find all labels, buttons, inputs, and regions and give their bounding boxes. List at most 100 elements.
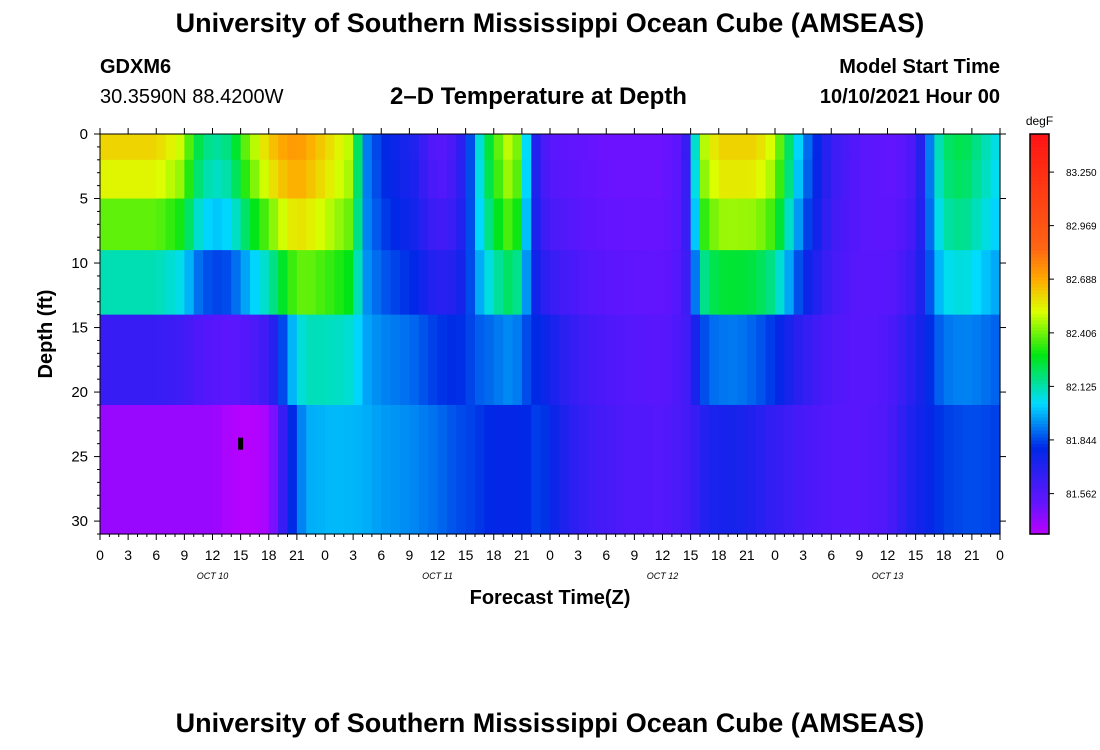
colorbar-segment: [1030, 137, 1049, 142]
heatmap-cell: [400, 404, 410, 535]
heatmap-cell: [568, 159, 579, 200]
colorbar-segment: [1030, 354, 1049, 358]
heatmap-cell: [446, 404, 457, 535]
heatmap-cell: [887, 198, 898, 251]
heatmap-cell: [493, 404, 504, 535]
heatmap-cell: [268, 198, 279, 251]
colorbar-segment: [1030, 257, 1049, 262]
heatmap-cell: [587, 198, 598, 251]
heatmap-cell: [859, 404, 870, 535]
heatmap-cell: [550, 159, 560, 200]
heatmap-cell: [296, 314, 307, 406]
colorbar-segment: [1030, 387, 1049, 392]
heatmap-cell: [915, 134, 926, 161]
heatmap-cell: [728, 404, 739, 535]
heatmap-cell: [718, 250, 729, 316]
heatmap-cell: [578, 198, 589, 251]
colorbar-segment: [1030, 367, 1049, 372]
heatmap-cell: [653, 159, 664, 200]
heatmap-cell: [268, 404, 279, 535]
heatmap-cell: [943, 314, 954, 406]
heatmap-cell: [934, 159, 945, 200]
heatmap-cell: [690, 159, 701, 200]
colorbar-segment: [1030, 440, 1049, 445]
heatmap-cell: [540, 159, 551, 200]
heatmap-cell: [512, 250, 523, 316]
heatmap-cell: [475, 134, 485, 161]
heatmap-cell: [175, 134, 185, 161]
heatmap-cell: [100, 314, 110, 406]
heatmap-cell: [868, 250, 879, 316]
heatmap-cell: [109, 198, 120, 251]
x-tick-label: 0: [321, 547, 329, 563]
x-tick-label: 15: [908, 547, 924, 563]
heatmap-cell: [690, 250, 701, 316]
heatmap-cell: [859, 134, 870, 161]
heatmap-cell: [746, 314, 757, 406]
heatmap-cell: [821, 404, 832, 535]
heatmap-cell: [109, 159, 120, 200]
heatmap-cell: [193, 314, 204, 406]
heatmap-cell: [784, 314, 795, 406]
heatmap-cell: [550, 314, 560, 406]
heatmap-cell: [165, 134, 176, 161]
colorbar-segment: [1030, 140, 1049, 145]
heatmap-cell: [878, 159, 889, 200]
heatmap-cell: [953, 314, 964, 406]
colorbar-segment: [1030, 450, 1049, 455]
heatmap-cell: [118, 404, 129, 535]
heatmap-cell: [268, 314, 279, 406]
heatmap-cell: [362, 159, 373, 200]
colorbar-segment: [1030, 270, 1049, 275]
heatmap-cell: [259, 134, 270, 161]
heatmap-cell: [306, 404, 317, 535]
colorbar-segment: [1030, 414, 1049, 418]
heatmap-cell: [925, 134, 935, 161]
heatmap-cell: [334, 314, 345, 406]
heatmap-cell: [540, 404, 551, 535]
heatmap-cell: [231, 198, 242, 251]
heatmap-cell: [343, 404, 354, 535]
heatmap-cell: [793, 198, 804, 251]
colorbar-units: degF: [1026, 114, 1053, 128]
heatmap-cell: [428, 250, 439, 316]
heatmap-cell: [231, 134, 242, 161]
heatmap-cell: [831, 134, 842, 161]
heatmap-cell: [625, 314, 635, 406]
heatmap-cell: [165, 314, 176, 406]
heatmap-cell: [746, 159, 757, 200]
colorbar-segment: [1030, 377, 1049, 382]
heatmap-cell: [371, 198, 382, 251]
colorbar-segment: [1030, 427, 1049, 432]
heatmap-cell: [475, 198, 485, 251]
heatmap-cell: [381, 198, 392, 251]
heatmap-cell: [953, 134, 964, 161]
colorbar-segment: [1030, 457, 1049, 462]
heatmap-cell: [990, 134, 1001, 161]
colorbar-segment: [1030, 190, 1049, 195]
heatmap-cell: [203, 404, 214, 535]
heatmap-cell: [381, 159, 392, 200]
heatmap-cell: [634, 134, 645, 161]
colorbar-segment: [1030, 517, 1049, 522]
colorbar-segment: [1030, 374, 1049, 378]
heatmap-cell: [521, 134, 532, 161]
heatmap-cell: [146, 314, 157, 406]
heatmap-cell: [578, 134, 589, 161]
heatmap-cell: [596, 404, 607, 535]
heatmap-cell: [578, 404, 589, 535]
heatmap-cell: [990, 159, 1001, 200]
colorbar-segment: [1030, 364, 1049, 368]
heatmap-cell: [756, 159, 767, 200]
colorbar-segment: [1030, 314, 1049, 318]
heatmap-cell: [878, 134, 889, 161]
heatmap-cell: [737, 314, 748, 406]
heatmap-cell: [306, 198, 317, 251]
heatmap-cell: [981, 134, 992, 161]
colorbar-segment: [1030, 490, 1049, 495]
heatmap-cell: [803, 198, 814, 251]
heatmap-cell: [165, 159, 176, 200]
heatmap-cell: [175, 198, 185, 251]
station-location: 30.3590N 88.4200W: [100, 86, 284, 108]
heatmap-cell: [325, 134, 335, 161]
